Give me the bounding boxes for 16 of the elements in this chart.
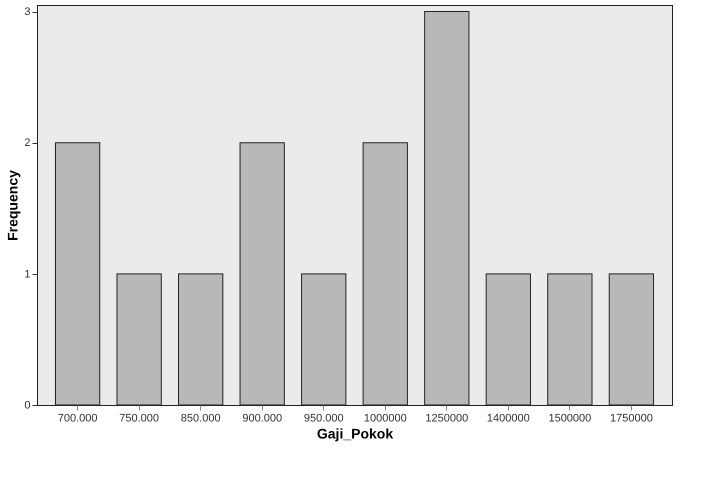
y-axis-title: Frequency <box>4 170 20 241</box>
x-tick-label: 850.000 <box>180 412 221 424</box>
x-tick-label: 750.000 <box>119 412 160 424</box>
x-tick-label: 1250000 <box>425 412 468 424</box>
x-tick-label: 900.000 <box>242 412 282 424</box>
x-tick-label: 1000000 <box>364 412 407 424</box>
y-tick-label: 3 <box>24 6 30 18</box>
y-tick-label: 0 <box>24 400 30 412</box>
x-tick-label: 1500000 <box>548 412 592 424</box>
x-tick-label: 950.000 <box>304 412 344 424</box>
x-tick-label: 1400000 <box>486 412 530 424</box>
x-tick-label: 1750000 <box>610 412 653 424</box>
x-tick-label: 700.000 <box>58 412 98 424</box>
y-tick-label: 2 <box>24 137 30 150</box>
x-axis-title: Gaji_Pokok <box>316 426 394 442</box>
y-tick-label: 1 <box>24 268 30 280</box>
